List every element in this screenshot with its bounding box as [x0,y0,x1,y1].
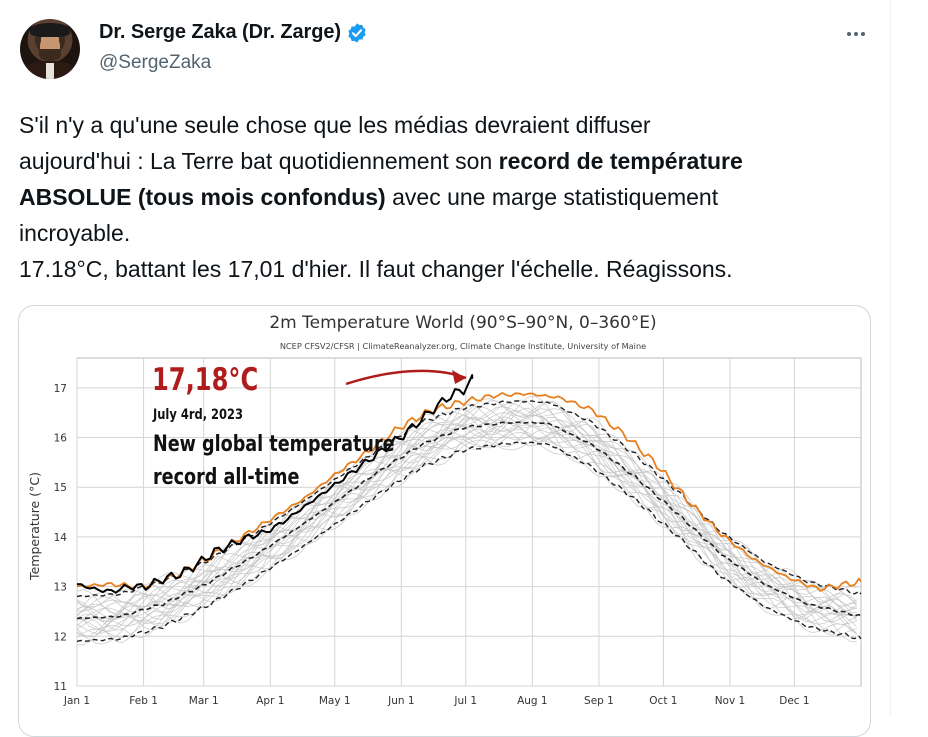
historical-year-line [76,399,858,622]
annotation-arrowhead [452,370,466,384]
tweet-text-segment: aujourd'hui : La Terre bat quotidienneme… [19,148,499,174]
x-tick-label: Mar 1 [189,695,219,707]
historical-year-line [76,426,857,646]
historical-year-line [76,426,857,630]
annotation-value: 17,18°C [152,361,258,398]
x-tick-label: Feb 1 [129,695,158,707]
historical-year-line [76,398,857,611]
historical-year-line [76,406,857,612]
annotation-headline-line2: record all-time [153,464,299,489]
historical-year-line [76,416,857,637]
x-tick-label: Dec 1 [779,695,809,707]
tweet[interactable]: Dr. Serge Zaka (Dr. Zarge) @SergeZaka S'… [0,0,890,737]
y-tick-label: 12 [54,631,67,643]
tweet-text-line: incroyable. [19,220,131,246]
tweet-text: S'il n'y a qu'une seule chose que les mé… [19,107,879,287]
annotation-headline-line1: New global temperature [153,431,395,456]
author-name-row[interactable]: Dr. Serge Zaka (Dr. Zarge) [99,21,368,44]
verified-badge-icon [348,22,366,43]
x-tick-label: Nov 1 [715,695,746,707]
x-tick-label: Jan 1 [63,695,90,707]
x-tick-label: May 1 [319,695,351,707]
y-tick-label: 17 [54,383,67,395]
temperature-chart: 2m Temperature World (90°S–90°N, 0–360°E… [27,313,862,707]
y-tick-label: 16 [54,433,68,445]
x-tick-label: Aug 1 [517,695,548,707]
annotation-date: July 4rd, 2023 [152,407,243,423]
historical-year-line [76,409,858,630]
chart-title: 2m Temperature World (90°S–90°N, 0–360°E… [269,313,656,333]
climatology-mean-line [76,421,862,620]
display-name[interactable]: Dr. Serge Zaka (Dr. Zarge) [99,21,341,43]
tweet-text-bold: record de température [498,148,743,174]
column-divider [890,0,891,716]
avatar[interactable] [20,19,80,79]
y-tick-label: 14 [54,532,68,544]
annotation-arrow [345,369,467,386]
x-tick-label: Jun 1 [387,695,414,707]
chart-series [76,374,862,646]
tweet-text-line: 17.18°C, battant les 17,01 d'hier. Il fa… [19,256,733,282]
tweet-media-image[interactable]: 2m Temperature World (90°S–90°N, 0–360°E… [18,305,871,737]
tweet-text-line: aujourd'hui : La Terre bat quotidienneme… [19,143,879,179]
chart-axis-ticks: 11 12 13 14 15 16 17 Jan 1 Feb 1 Mar 1 Apr 1 May 1 J… [54,383,810,707]
author-handle[interactable]: @SergeZaka [99,52,212,73]
tweet-text-bold: ABSOLUE (tous mois confondus) [19,184,386,210]
record-year-line [76,374,474,594]
y-tick-label: 11 [54,681,67,693]
more-dots-icon[interactable] [843,22,869,46]
historical-year-line [76,424,857,632]
tweet-text-line: ABSOLUE (tous mois confondus) avec une m… [19,179,879,215]
y-tick-label: 13 [54,582,67,594]
chart-y-axis-label: Temperature (°C) [27,472,42,581]
sigma-band-line [76,400,862,598]
historical-year-line [76,429,857,634]
historical-year-line [76,421,857,638]
sigma-band-line [76,441,862,642]
x-tick-label: Jul 1 [453,695,477,707]
x-tick-label: Oct 1 [649,695,677,707]
x-tick-label: Sep 1 [584,695,614,707]
historical-year-line [76,421,857,644]
tweet-text-segment: avec une marge statistiquement [385,184,719,210]
x-tick-label: Apr 1 [256,695,284,707]
y-tick-label: 15 [54,482,67,494]
historical-year-line [76,414,857,620]
chart-subtitle: NCEP CFSV2/CFSR | ClimateReanalyzer.org,… [280,341,646,351]
tweet-text-line: S'il n'y a qu'une seule chose que les mé… [19,112,651,138]
